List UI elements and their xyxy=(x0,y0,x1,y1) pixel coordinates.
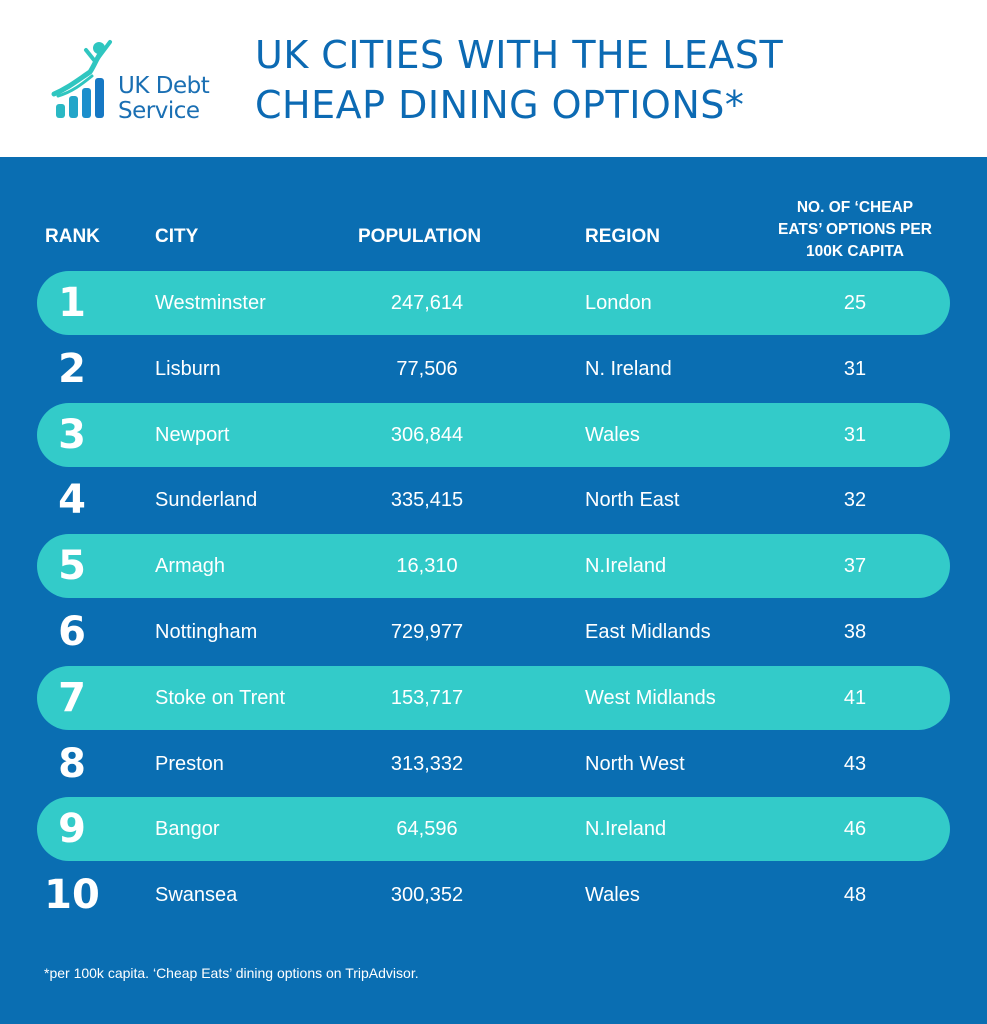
header-region: REGION xyxy=(585,226,660,247)
table-row: 10 Swansea 300,352 Wales 48 xyxy=(37,863,950,927)
population-cell: 300,352 xyxy=(390,884,464,907)
population-cell: 16,310 xyxy=(396,555,458,578)
cheap-eats-cell: 32 xyxy=(843,489,867,512)
city-cell: Swansea xyxy=(155,884,238,907)
population-cell: 247,614 xyxy=(390,292,464,314)
rank-cell: 1 xyxy=(58,280,86,326)
table-row: 1 Westminster 247,614 London 25 xyxy=(37,271,950,335)
city-cell: Lisburn xyxy=(155,357,221,380)
header-cheap-eats-line-3: 100K CAPITA xyxy=(806,243,904,260)
table-row: 4 Sunderland 335,415 North East 32 xyxy=(37,468,950,532)
population-cell: 335,415 xyxy=(390,489,464,512)
rank-cell: 8 xyxy=(58,740,86,787)
rank-cell: 5 xyxy=(58,543,86,590)
logo-wordmark: UK Debt Service xyxy=(118,73,210,124)
table-row: 8 Preston 313,332 North West 43 xyxy=(37,732,950,796)
header-population: POPULATION xyxy=(358,226,482,247)
region-cell: N.Ireland xyxy=(585,818,667,841)
header-rank: RANK xyxy=(45,226,100,247)
logo: UK Debt Service xyxy=(50,36,220,126)
table-row: 2 Lisburn 77,506 N. Ireland 31 xyxy=(37,337,950,401)
region-cell: London xyxy=(585,292,652,314)
header: UK Debt Service UK CITIES WITH THE LEAST… xyxy=(0,0,987,157)
cheap-eats-cell: 25 xyxy=(843,292,867,314)
population-cell: 313,332 xyxy=(390,752,464,775)
rank-cell: 3 xyxy=(58,411,86,458)
title-line-1: UK CITIES WITH THE LEAST xyxy=(255,33,784,77)
header-cheap-eats-line-1: NO. OF ‘CHEAP xyxy=(796,199,914,216)
rising-bars-figure-icon xyxy=(51,40,112,118)
cheap-eats-cell: 46 xyxy=(843,818,867,841)
city-cell: Nottingham xyxy=(155,621,258,643)
cheap-eats-cell: 31 xyxy=(843,423,867,446)
rank-cell: 2 xyxy=(58,345,86,392)
cheap-eats-cell: 41 xyxy=(843,686,867,709)
logo-line-2: Service xyxy=(118,98,200,124)
table-row: 6 Nottingham 729,977 East Midlands 38 xyxy=(37,600,950,664)
cheap-eats-cell: 38 xyxy=(843,621,867,643)
cheap-eats-cell: 43 xyxy=(843,752,867,775)
region-cell: North East xyxy=(585,489,680,512)
header-cheap-eats: NO. OF ‘CHEAP EATS’ OPTIONS PER 100K CAP… xyxy=(760,197,950,263)
rank-cell: 9 xyxy=(58,806,86,853)
header-city: CITY xyxy=(155,226,199,247)
city-cell: Sunderland xyxy=(155,489,258,512)
population-cell: 77,506 xyxy=(396,357,458,380)
population-cell: 64,596 xyxy=(396,818,458,841)
population-cell: 153,717 xyxy=(390,686,464,709)
region-cell: West Midlands xyxy=(585,686,716,709)
title-line-2: CHEAP DINING OPTIONS* xyxy=(255,83,745,127)
table-panel: RANK CITY POPULATION REGION NO. OF ‘CHEA… xyxy=(0,157,987,1024)
city-cell: Bangor xyxy=(155,818,220,841)
logo-line-1: UK Debt xyxy=(118,73,210,99)
table-row: 7 Stoke on Trent 153,717 West Midlands 41 xyxy=(37,665,950,730)
region-cell: North West xyxy=(585,752,685,775)
region-cell: Wales xyxy=(585,884,640,907)
city-cell: Newport xyxy=(155,423,230,446)
table-row: 9 Bangor 64,596 N.Ireland 46 xyxy=(37,797,950,862)
cheap-eats-cell: 37 xyxy=(843,555,867,578)
cheap-eats-cell: 48 xyxy=(843,884,867,907)
header-cheap-eats-line-2: EATS’ OPTIONS PER xyxy=(778,221,932,238)
rank-cell: 6 xyxy=(58,609,86,655)
region-cell: East Midlands xyxy=(585,621,711,643)
city-cell: Stoke on Trent xyxy=(155,686,286,709)
region-cell: N.Ireland xyxy=(585,555,667,578)
table-row: 5 Armagh 16,310 N.Ireland 37 xyxy=(37,534,950,599)
footnote: *per 100k capita. ‘Cheap Eats’ dining op… xyxy=(44,965,419,981)
rank-cell: 10 xyxy=(44,872,100,919)
page-title: UK CITIES WITH THE LEAST CHEAP DINING OP… xyxy=(255,30,955,130)
population-cell: 729,977 xyxy=(390,621,464,643)
region-cell: Wales xyxy=(585,423,640,446)
city-cell: Preston xyxy=(155,752,224,775)
table-row: 3 Newport 306,844 Wales 31 xyxy=(37,402,950,467)
rank-cell: 7 xyxy=(58,674,86,721)
cheap-eats-cell: 31 xyxy=(843,357,867,380)
rank-cell: 4 xyxy=(58,477,86,524)
region-cell: N. Ireland xyxy=(585,357,672,380)
city-cell: Armagh xyxy=(155,555,226,578)
city-cell: Westminster xyxy=(155,292,266,314)
population-cell: 306,844 xyxy=(390,423,464,446)
